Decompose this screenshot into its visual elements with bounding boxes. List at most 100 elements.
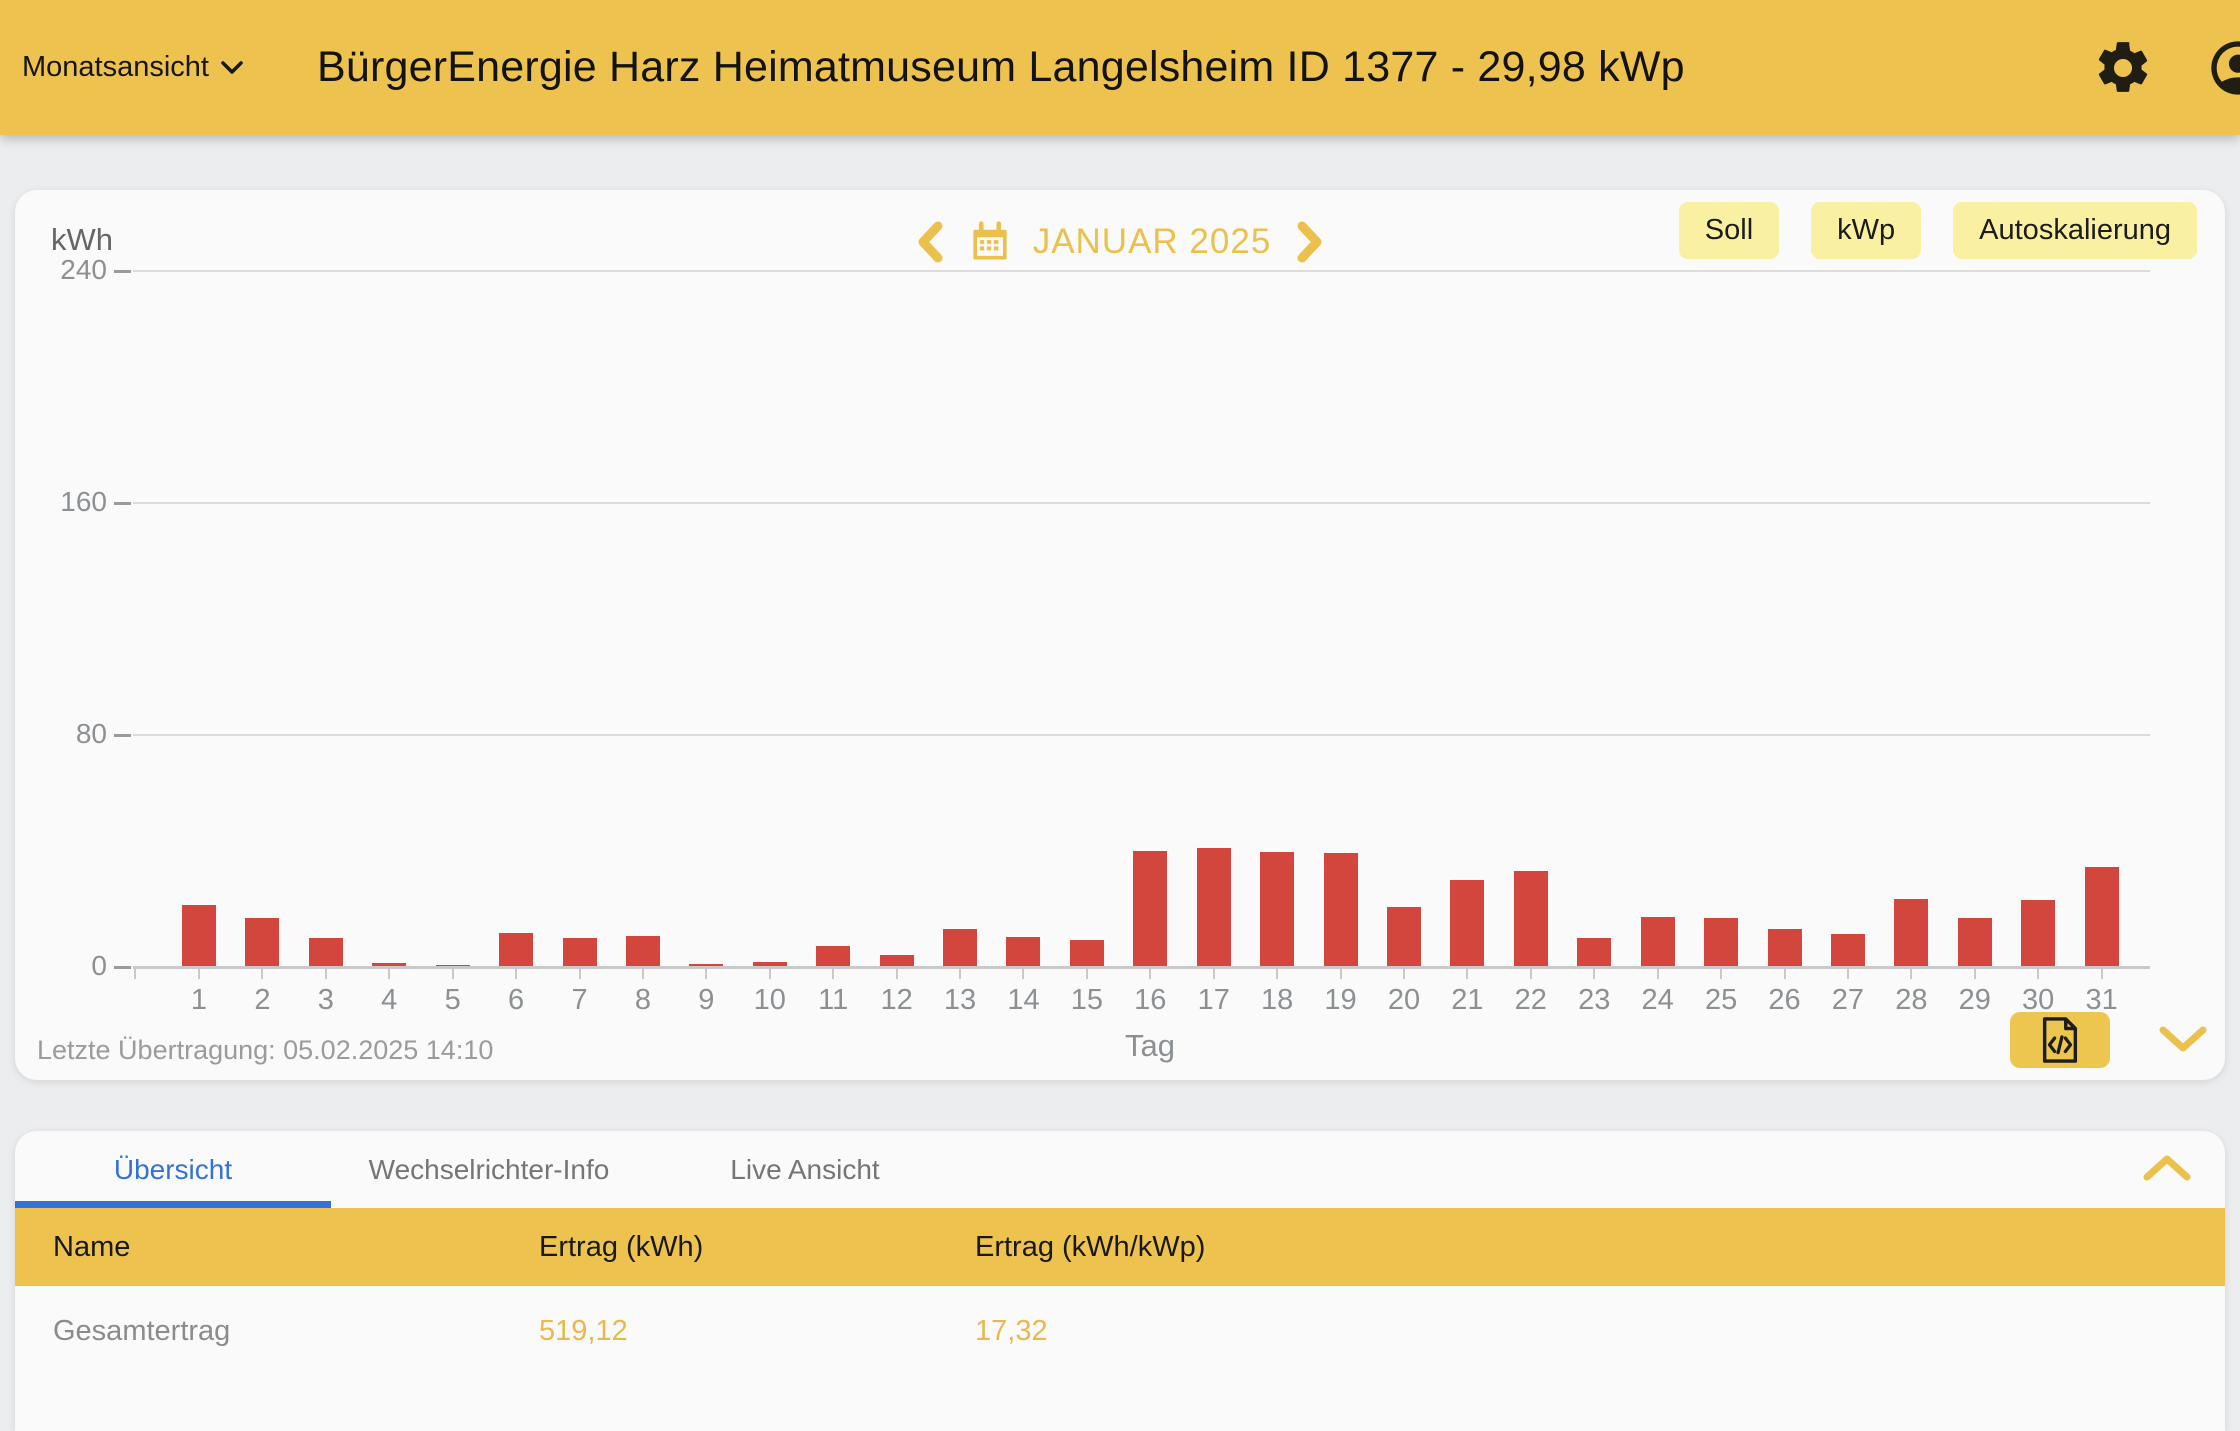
next-month-button[interactable] bbox=[1293, 220, 1327, 264]
xtick-day-19 bbox=[1339, 968, 1342, 979]
day-label-30: 30 bbox=[2022, 984, 2055, 1016]
bar-day-26[interactable] bbox=[1767, 928, 1802, 966]
collapse-panel-button[interactable] bbox=[2141, 1153, 2193, 1185]
account-icon[interactable] bbox=[2206, 36, 2240, 100]
gridline-80 bbox=[133, 734, 2150, 736]
autoscale-button[interactable]: Autoskalierung bbox=[1953, 202, 2197, 259]
xtick-day-18 bbox=[1276, 968, 1279, 979]
x-axis-label: Tag bbox=[1125, 1028, 1175, 1063]
tab-live-ansicht[interactable]: Live Ansicht bbox=[730, 1153, 880, 1185]
collapse-chart-button[interactable] bbox=[2155, 1022, 2211, 1056]
xtick-day-21 bbox=[1466, 968, 1469, 979]
bar-day-20[interactable] bbox=[1386, 906, 1421, 966]
ytick-dash-80 bbox=[114, 733, 131, 737]
ytick-label-0: 0 bbox=[91, 950, 107, 981]
bar-day-30[interactable] bbox=[2021, 900, 2056, 966]
kwp-button[interactable]: kWp bbox=[1811, 202, 1922, 259]
bar-day-10[interactable] bbox=[752, 961, 787, 966]
bar-day-16[interactable] bbox=[1133, 850, 1168, 966]
bar-day-14[interactable] bbox=[1006, 937, 1041, 966]
xtick-day-13 bbox=[959, 968, 962, 979]
gear-icon[interactable] bbox=[2092, 37, 2154, 99]
bar-day-19[interactable] bbox=[1323, 852, 1358, 966]
export-button[interactable] bbox=[2010, 1012, 2110, 1068]
prev-month-button[interactable] bbox=[913, 220, 947, 264]
bar-day-15[interactable] bbox=[1069, 939, 1104, 966]
day-label-8: 8 bbox=[634, 984, 651, 1016]
ytick-label-160: 160 bbox=[60, 486, 107, 517]
chevron-down-icon bbox=[221, 60, 243, 74]
bar-day-13[interactable] bbox=[943, 928, 978, 966]
row-name: Gesamtertrag bbox=[53, 1314, 231, 1347]
ytick-label-240: 240 bbox=[60, 254, 107, 285]
bar-day-7[interactable] bbox=[562, 937, 597, 966]
bar-day-5[interactable] bbox=[435, 964, 470, 966]
xtick-day-6 bbox=[515, 968, 518, 979]
xtick-day-22 bbox=[1529, 968, 1532, 979]
day-label-17: 17 bbox=[1197, 984, 1230, 1016]
day-label-10: 10 bbox=[753, 984, 786, 1016]
bar-day-6[interactable] bbox=[499, 932, 534, 966]
day-label-31: 31 bbox=[2085, 984, 2118, 1016]
day-label-16: 16 bbox=[1134, 984, 1167, 1016]
xtick-day-30 bbox=[2037, 968, 2040, 979]
view-selector-dropdown[interactable]: Monatsansicht bbox=[22, 51, 245, 84]
column-name: Name bbox=[53, 1230, 131, 1263]
calendar-icon bbox=[973, 221, 1007, 260]
day-label-2: 2 bbox=[254, 984, 271, 1016]
day-label-22: 22 bbox=[1514, 984, 1547, 1016]
bar-day-25[interactable] bbox=[1704, 917, 1739, 966]
day-label-11: 11 bbox=[818, 984, 849, 1016]
day-label-15: 15 bbox=[1070, 984, 1103, 1016]
bar-day-17[interactable] bbox=[1196, 848, 1231, 966]
bar-day-24[interactable] bbox=[1640, 916, 1675, 966]
xtick-day-9 bbox=[705, 968, 708, 979]
day-label-29: 29 bbox=[1958, 984, 1991, 1016]
xtick-day-4 bbox=[388, 968, 391, 979]
bar-day-31[interactable] bbox=[2084, 866, 2119, 966]
bar-day-23[interactable] bbox=[1577, 938, 1612, 966]
day-label-4: 4 bbox=[381, 984, 398, 1016]
bar-day-22[interactable] bbox=[1513, 870, 1548, 966]
overview-panel: Übersicht Wechselrichter-Info Live Ansic… bbox=[15, 1131, 2225, 1431]
y-axis-unit: kWh bbox=[51, 222, 113, 257]
bar-day-4[interactable] bbox=[372, 963, 407, 966]
xtick-day-23 bbox=[1593, 968, 1596, 979]
xtick-day-3 bbox=[324, 968, 327, 979]
xtick-day-26 bbox=[1783, 968, 1786, 979]
day-label-12: 12 bbox=[880, 984, 913, 1016]
soll-button[interactable]: Soll bbox=[1678, 202, 1780, 259]
day-label-20: 20 bbox=[1387, 984, 1421, 1016]
bar-day-29[interactable] bbox=[1957, 917, 1992, 966]
xtick-day-31 bbox=[2100, 968, 2103, 979]
origin-tick bbox=[134, 968, 136, 979]
xtick-day-20 bbox=[1402, 968, 1405, 979]
table-header: Name Ertrag (kWh) Ertrag (kWh/kWp) bbox=[15, 1208, 2225, 1286]
bar-day-12[interactable] bbox=[879, 954, 914, 966]
bar-day-8[interactable] bbox=[625, 936, 660, 966]
bar-day-11[interactable] bbox=[816, 946, 851, 966]
xtick-day-8 bbox=[641, 968, 644, 979]
page-title: BürgerEnergie Harz Heimatmuseum Langelsh… bbox=[317, 43, 1685, 91]
tab-wechselrichter-info[interactable]: Wechselrichter-Info bbox=[368, 1153, 610, 1185]
bar-day-27[interactable] bbox=[1830, 933, 1865, 966]
tabs-row: Übersicht Wechselrichter-Info Live Ansic… bbox=[15, 1131, 2225, 1208]
bar-day-2[interactable] bbox=[245, 918, 280, 966]
day-label-24: 24 bbox=[1641, 984, 1674, 1016]
xtick-day-14 bbox=[1022, 968, 1025, 979]
chart-buttons: Soll kWp Autoskalierung bbox=[1678, 202, 2197, 259]
header-icons bbox=[2092, 36, 2240, 100]
bar-day-18[interactable] bbox=[1260, 852, 1295, 966]
xtick-day-2 bbox=[261, 968, 264, 979]
bar-day-21[interactable] bbox=[1450, 879, 1485, 966]
bar-day-3[interactable] bbox=[308, 938, 343, 966]
bar-day-28[interactable] bbox=[1894, 899, 1929, 966]
xtick-day-27 bbox=[1846, 968, 1849, 979]
xtick-day-11 bbox=[832, 968, 835, 979]
month-navigation: JANUAR 2025 bbox=[15, 212, 2225, 272]
day-label-5: 5 bbox=[444, 984, 461, 1016]
bar-day-1[interactable] bbox=[182, 905, 216, 966]
bar-day-9[interactable] bbox=[689, 964, 724, 966]
ytick-dash-240 bbox=[114, 269, 131, 273]
tab-uebersicht[interactable]: Übersicht bbox=[15, 1131, 331, 1208]
